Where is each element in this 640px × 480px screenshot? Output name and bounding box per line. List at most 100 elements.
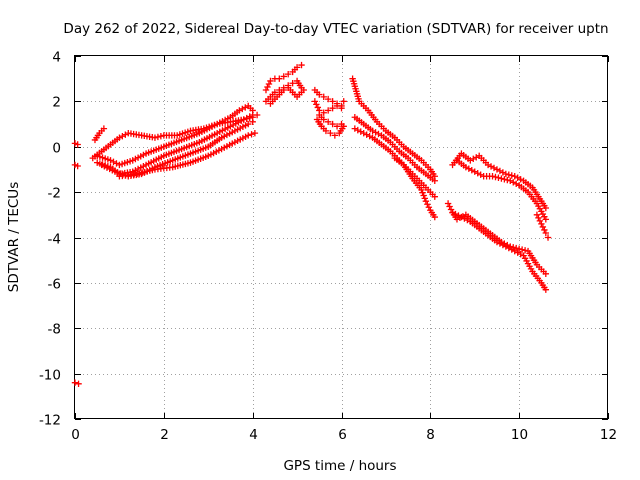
data-point [75, 380, 82, 388]
data-point [110, 158, 117, 166]
series-track-15 [313, 116, 347, 139]
x-tick-label: 6 [338, 427, 347, 443]
data-point [74, 141, 81, 148]
data-point [333, 123, 341, 130]
data-point [418, 186, 425, 194]
data-point [245, 132, 252, 139]
data-point [351, 125, 359, 132]
data-point [329, 98, 336, 105]
data-point [249, 111, 256, 119]
data-point [541, 226, 548, 234]
data-point [498, 175, 505, 182]
data-point [473, 154, 480, 161]
data-point [542, 286, 550, 293]
data-point [100, 125, 108, 132]
data-marks [71, 61, 552, 388]
data-point [329, 120, 336, 128]
data-point [338, 104, 345, 112]
data-point [533, 211, 541, 219]
data-point [354, 126, 361, 134]
y-tick-label: -2 [48, 186, 61, 202]
data-point [122, 131, 129, 138]
series-track-3 [71, 379, 82, 388]
data-point [74, 162, 81, 170]
data-point [154, 133, 162, 141]
data-point [242, 104, 249, 111]
data-point [313, 101, 320, 108]
data-point [285, 70, 292, 78]
data-point [505, 171, 513, 178]
data-point [452, 210, 459, 218]
data-point [431, 177, 438, 184]
data-point [340, 98, 347, 105]
data-point [293, 64, 301, 71]
data-point [357, 128, 364, 135]
y-tick-label: 0 [52, 141, 61, 157]
data-point [446, 203, 453, 210]
x-tick-label: 4 [249, 427, 258, 443]
data-point [314, 104, 322, 111]
data-point [322, 127, 330, 135]
data-point [375, 130, 382, 138]
data-point [363, 131, 370, 138]
data-point [239, 105, 246, 113]
data-point [324, 95, 332, 103]
data-point [431, 213, 438, 221]
data-point [477, 171, 484, 178]
series-track-2 [71, 161, 81, 170]
data-point [514, 174, 521, 181]
data-point [493, 166, 501, 173]
data-point [502, 243, 510, 250]
data-point [157, 132, 165, 140]
data-point [538, 220, 545, 228]
y-tick-label: 2 [52, 95, 61, 111]
data-point [517, 250, 524, 258]
data-point [501, 176, 508, 183]
data-point [419, 189, 426, 196]
data-point [119, 132, 126, 140]
data-point [151, 134, 159, 141]
data-point [513, 180, 520, 188]
data-point [542, 270, 550, 277]
data-point [265, 80, 273, 88]
data-point [535, 214, 542, 222]
data-point [513, 244, 520, 252]
x-tick-label: 10 [511, 427, 528, 443]
data-point [502, 170, 510, 178]
data-point [421, 195, 428, 202]
data-point [425, 204, 433, 211]
data-point [470, 155, 477, 163]
series-track-10 [262, 61, 305, 94]
data-point [316, 91, 323, 98]
series-track-20 [391, 154, 438, 221]
data-point [71, 379, 79, 386]
data-point [420, 192, 427, 199]
data-point [474, 170, 481, 177]
data-point [515, 245, 523, 253]
data-point [248, 131, 255, 138]
data-point [280, 73, 287, 80]
y-tick-label: -6 [48, 277, 61, 293]
data-point [271, 89, 279, 96]
data-point [518, 246, 526, 253]
series-track-24 [444, 200, 550, 277]
data-point [262, 86, 270, 94]
series-track-6 [94, 102, 256, 169]
data-point [243, 114, 250, 122]
series-track-21 [449, 150, 550, 212]
series-track-23 [533, 211, 552, 241]
data-point [431, 193, 438, 200]
data-point [490, 164, 498, 172]
data-point [495, 174, 502, 181]
y-tick-labels: -12 -10 -8 -6 -4 -2 0 2 4 [39, 50, 61, 429]
data-point [249, 118, 256, 125]
data-point [327, 129, 334, 137]
data-point [331, 132, 339, 139]
data-point [251, 129, 259, 137]
data-point [360, 129, 367, 137]
series-track-4 [91, 125, 108, 144]
data-point [492, 173, 499, 181]
data-point [280, 86, 287, 94]
data-point [465, 165, 473, 172]
